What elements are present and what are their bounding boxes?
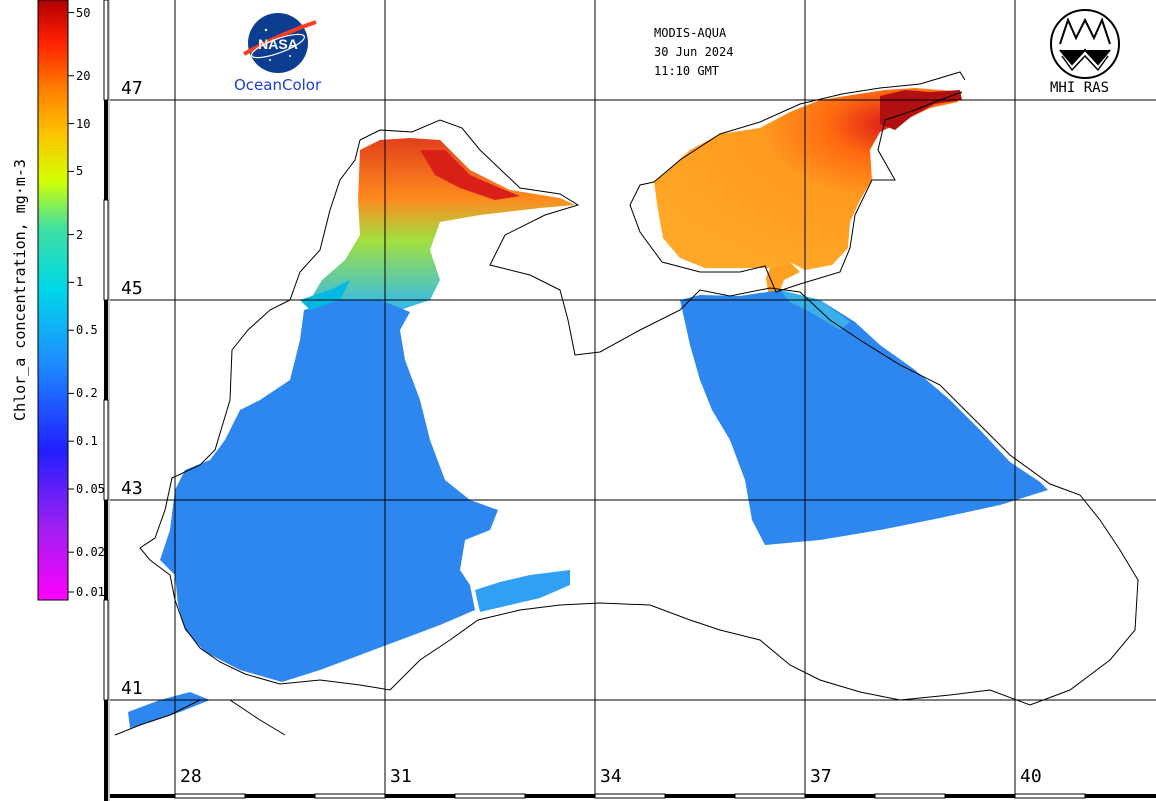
colorbar-tick-label: 5 xyxy=(76,164,84,179)
lat-label-47: 47 xyxy=(119,78,145,99)
colorbar-tick-label: 0.01 xyxy=(76,585,105,599)
nasa-logo: NASA xyxy=(243,13,317,73)
marmara-sea xyxy=(128,692,210,728)
colorbar xyxy=(37,0,69,601)
mhi-ras-caption: MHI RAS xyxy=(1050,80,1110,96)
acquisition-info: MODIS-AQUA 30 Jun 2024 11:10 GMT xyxy=(654,24,733,81)
frame-rulers xyxy=(103,0,1156,801)
nw-shelf-bloom xyxy=(310,138,575,310)
lon-label-37: 37 xyxy=(810,766,832,787)
acquisition-date: 30 Jun 2024 xyxy=(654,45,734,59)
colorbar-tick-label: 0.05 xyxy=(76,481,105,496)
coastline xyxy=(114,71,1139,736)
colorbar-tick-label: 0.1 xyxy=(76,434,98,449)
colorbar-title-text: Chlor_a concentration, mg·m-3 xyxy=(11,159,29,421)
colorbar-tick-label: 0.02 xyxy=(76,545,105,560)
colorbar-tick-label: 0.5 xyxy=(76,323,98,338)
oceancolor-caption: OceanColor xyxy=(234,76,322,94)
colorbar-title: Chlor_a concentration, mg·m-3 xyxy=(0,120,40,460)
sensor-name: MODIS-AQUA xyxy=(654,26,727,40)
graticule xyxy=(110,0,1156,794)
lat-label-41: 41 xyxy=(119,678,145,699)
lon-label-40: 40 xyxy=(1020,766,1042,787)
colorbar-gradient xyxy=(37,0,69,601)
lon-label-28: 28 xyxy=(180,766,202,787)
azov-sea xyxy=(654,88,962,270)
colorbar-tick-label: 20 xyxy=(76,68,91,83)
western-basin xyxy=(160,300,498,682)
colorbar-tick-label: 10 xyxy=(76,116,91,131)
colorbar-tick-label: 1 xyxy=(76,275,84,290)
eastern-basin xyxy=(680,290,1048,545)
dnieper-estuary-red xyxy=(420,150,520,200)
colorbar-tick-label: 2 xyxy=(76,227,84,242)
nasa-logo-text: NASA xyxy=(258,36,298,52)
lon-label-31: 31 xyxy=(390,766,412,787)
lat-label-43: 43 xyxy=(119,478,145,499)
mhi-ras-logo xyxy=(1050,9,1120,79)
bosporus-plume xyxy=(475,570,570,612)
lon-label-34: 34 xyxy=(600,766,622,787)
western-coastal-band xyxy=(300,280,350,310)
colorbar-tick-label: 0.2 xyxy=(76,386,98,401)
colorbar-tick-label: 50 xyxy=(76,5,91,20)
acquisition-time: 11:10 GMT xyxy=(654,64,720,78)
lat-label-45: 45 xyxy=(119,278,145,299)
colorbar-tick-marks xyxy=(68,12,74,593)
